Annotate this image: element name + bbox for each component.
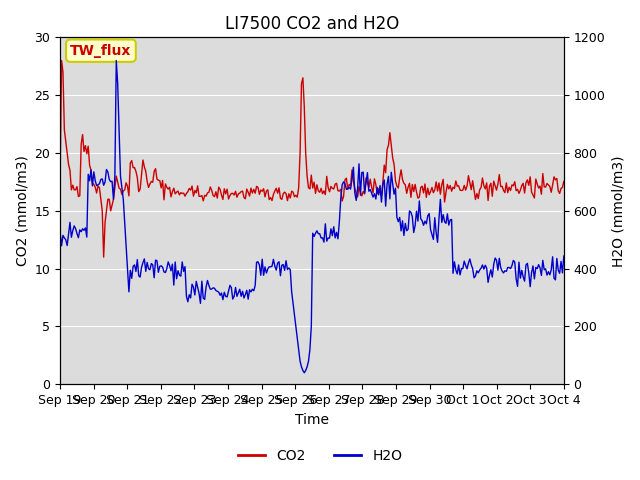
CO2 [56,173,64,179]
X-axis label: Time: Time [295,413,329,427]
CO2 [209,192,217,198]
CO2 [280,191,287,196]
Y-axis label: H2O (mmol/m3): H2O (mmol/m3) [611,155,625,266]
H2O [560,253,568,259]
H2O [278,263,285,268]
Legend: CO2, H2O: CO2, H2O [232,443,408,468]
CO2 [560,179,568,184]
H2O [233,293,241,299]
CO2 [121,187,129,192]
H2O [300,370,308,376]
CO2 [100,254,108,260]
H2O [113,58,120,63]
Line: CO2: CO2 [60,60,564,257]
CO2 [535,185,543,191]
CO2 [234,191,242,197]
H2O [225,288,232,294]
Title: LI7500 CO2 and H2O: LI7500 CO2 and H2O [225,15,399,33]
H2O [208,286,216,292]
H2O [535,262,543,267]
Text: TW_flux: TW_flux [70,44,132,58]
CO2 [58,58,65,63]
H2O [56,230,64,236]
Line: H2O: H2O [60,60,564,373]
H2O [120,196,127,202]
CO2 [226,192,234,198]
Y-axis label: CO2 (mmol/m3): CO2 (mmol/m3) [15,156,29,266]
